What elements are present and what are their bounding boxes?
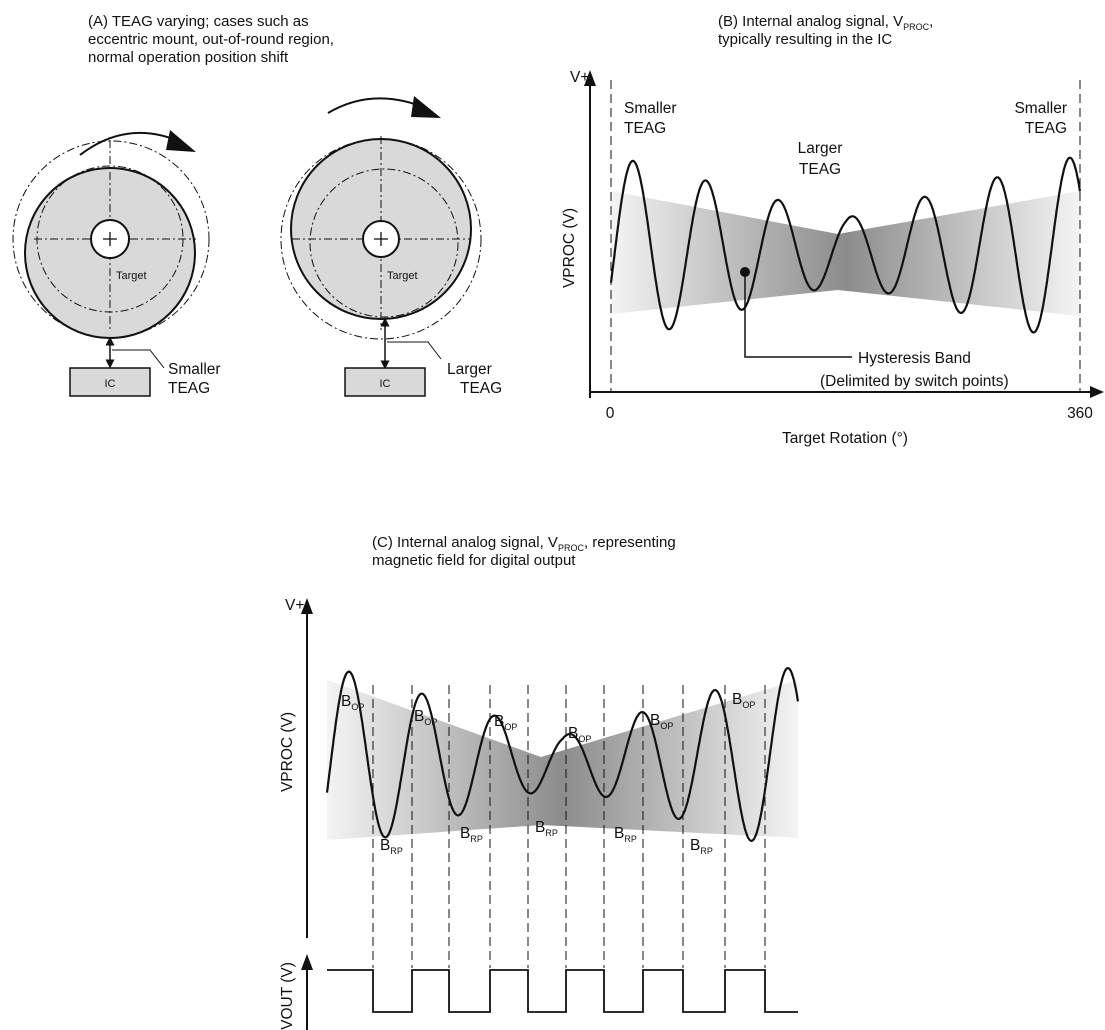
rotation-arrowhead-left — [166, 130, 196, 152]
brp-label-3: BRP — [535, 819, 558, 838]
brp-label-5: BRP — [690, 837, 713, 856]
y-axis-label-c-top: VPROC (V) — [279, 712, 296, 792]
smaller-teag-right-b1: Smaller — [1014, 100, 1067, 117]
larger-teag-b2: TEAG — [799, 161, 841, 178]
smaller-teag-right-b2: TEAG — [1025, 120, 1067, 137]
brp-label-2: BRP — [460, 825, 483, 844]
y-axis-label-b: VPROC (V) — [561, 208, 578, 288]
y-axis-label-c-bottom: VOUT (V) — [279, 962, 296, 1030]
vproc-waveform-b — [609, 156, 1082, 334]
ic-box-left — [69, 367, 151, 397]
x-axis-label-b: Target Rotation (°) — [782, 430, 908, 447]
smaller-teag-left-b1: Smaller — [624, 100, 677, 117]
target-label-left: Target — [116, 270, 147, 282]
vproc-waveform-c — [325, 666, 800, 843]
bop-label-2: BOP — [414, 708, 437, 727]
v-plus-c: V+ — [285, 597, 304, 614]
larger-teag-label-a2: TEAG — [460, 380, 502, 397]
ic-box-right — [344, 367, 426, 397]
panel-a-caption-line1: (A) TEAG varying; cases such as — [88, 13, 309, 30]
bop-label-6: BOP — [732, 691, 755, 710]
ic-label-right: IC — [380, 378, 391, 390]
smaller-teag-left-b2: TEAG — [624, 120, 666, 137]
smaller-teag-label-a1: Smaller — [168, 361, 221, 378]
brp-label-1: BRP — [380, 837, 403, 856]
target-label-right: Target — [387, 270, 418, 282]
leader-right — [387, 341, 442, 360]
bop-label-4: BOP — [568, 725, 591, 744]
outer-dashdot-circle-left — [12, 140, 210, 338]
rotation-arrowhead-right — [411, 96, 441, 118]
panel-a-caption-line2: eccentric mount, out-of-round region, — [88, 31, 334, 48]
larger-teag-b1: Larger — [798, 140, 843, 157]
switch-point-lines — [372, 685, 766, 968]
hysteresis-label-2: (Delimited by switch points) — [820, 373, 1009, 390]
panel-b: (B) Internal analog signal, VPROC, typic… — [561, 13, 1104, 447]
bop-label-1: BOP — [341, 693, 364, 712]
panel-a-caption-line3: normal operation position shift — [88, 49, 289, 66]
smaller-teag-label-a2: TEAG — [168, 380, 210, 397]
leader-left — [112, 349, 165, 369]
hysteresis-band-c — [327, 680, 798, 840]
tick-label-0: 0 — [606, 405, 615, 422]
panel-b-caption-line2: typically resulting in the IC — [718, 31, 892, 48]
inner-dashdot-circle-right — [309, 168, 459, 318]
panel-c-caption-line1: (C) Internal analog signal, VPROC, repre… — [372, 534, 676, 553]
target-right: Target IC Larger TEAG — [280, 96, 502, 397]
v-plus-b: V+ — [570, 69, 589, 86]
brp-label-4: BRP — [614, 825, 637, 844]
ic-label-left: IC — [105, 378, 116, 390]
larger-teag-label-a1: Larger — [447, 361, 492, 378]
panel-c: (C) Internal analog signal, VPROC, repre… — [279, 534, 800, 1030]
bop-label-5: BOP — [650, 712, 673, 731]
panel-c-caption-line2: magnetic field for digital output — [372, 552, 576, 569]
panel-b-caption-line1: (B) Internal analog signal, VPROC, — [718, 13, 933, 32]
tick-label-360: 360 — [1067, 405, 1093, 422]
target-left: Target IC Smaller TEAG — [12, 130, 221, 397]
vout-digital-signal — [327, 969, 798, 1013]
hysteresis-pointer-line — [744, 272, 852, 358]
bop-label-3: BOP — [494, 713, 517, 732]
hysteresis-label-1: Hysteresis Band — [858, 350, 971, 367]
hysteresis-band-b — [611, 191, 1080, 316]
panel-a: (A) TEAG varying; cases such as eccentri… — [12, 13, 502, 397]
